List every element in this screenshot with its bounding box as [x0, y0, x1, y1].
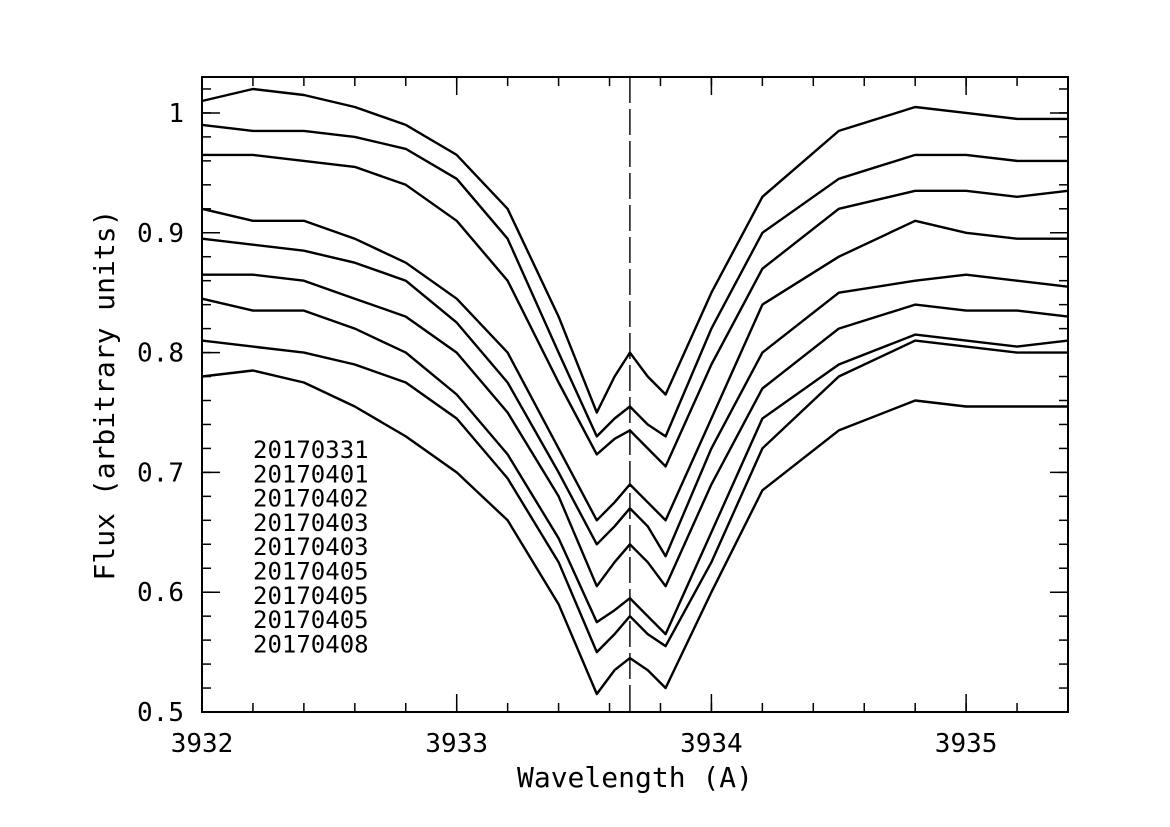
spectrum-line-3	[202, 153, 1069, 468]
y-tick-label: 0.7	[137, 458, 184, 488]
legend-entry: 20170403	[253, 509, 369, 537]
y-tick-label: 0.6	[137, 578, 184, 608]
y-tick-label: 1	[168, 99, 184, 129]
spectrum-line-6	[202, 273, 1069, 588]
spectrum-line-1	[201, 87, 1068, 414]
x-tick-label: 3932	[171, 729, 234, 759]
spectrum-line-5	[201, 237, 1069, 558]
legend: 2017033120170401201704022017040320170403…	[253, 436, 369, 658]
axis-tick-labels: 3932 3933 3934 3935 0.5 0.6 0.7 0.8 0.9 1	[137, 99, 997, 759]
x-tick-label: 3933	[425, 729, 488, 759]
axis-ticks	[201, 77, 1069, 713]
y-axis-title: Flux (arbitrary units)	[88, 210, 121, 581]
legend-entry: 20170401	[253, 460, 369, 488]
spectrum-line-9	[201, 369, 1068, 696]
legend-entry: 20170331	[253, 436, 369, 464]
legend-entry: 20170408	[253, 630, 369, 658]
legend-entry: 20170403	[253, 533, 369, 561]
plot-frame	[201, 76, 1069, 713]
spectrum-line-8	[201, 339, 1068, 654]
y-tick-label: 0.9	[137, 219, 184, 249]
legend-entry: 20170405	[253, 582, 369, 610]
spectrum-line-2	[201, 123, 1068, 438]
y-tick-label: 0.5	[137, 698, 184, 728]
x-tick-label: 3935	[935, 729, 998, 759]
legend-entry: 20170405	[253, 606, 369, 634]
x-axis-title: Wavelength (A)	[517, 761, 753, 794]
y-tick-label: 0.8	[137, 339, 184, 369]
legend-entry: 20170405	[253, 558, 369, 586]
spectra-series	[201, 87, 1069, 696]
spectrum-line-7	[201, 297, 1069, 636]
x-tick-label: 3934	[680, 729, 743, 759]
spectrum-line-4	[201, 207, 1068, 522]
legend-entry: 20170402	[253, 485, 369, 513]
